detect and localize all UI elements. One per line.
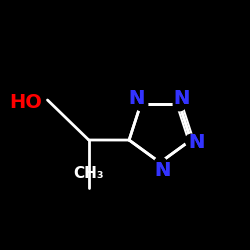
Text: N: N (128, 89, 144, 108)
Text: N: N (154, 160, 170, 180)
Text: HO: HO (10, 93, 42, 112)
Text: N: N (174, 89, 190, 108)
Text: CH₃: CH₃ (74, 166, 104, 181)
Text: N: N (188, 133, 204, 152)
Text: N: N (188, 133, 204, 152)
Text: N: N (174, 89, 190, 108)
Text: N: N (154, 160, 170, 180)
Text: N: N (128, 89, 144, 108)
